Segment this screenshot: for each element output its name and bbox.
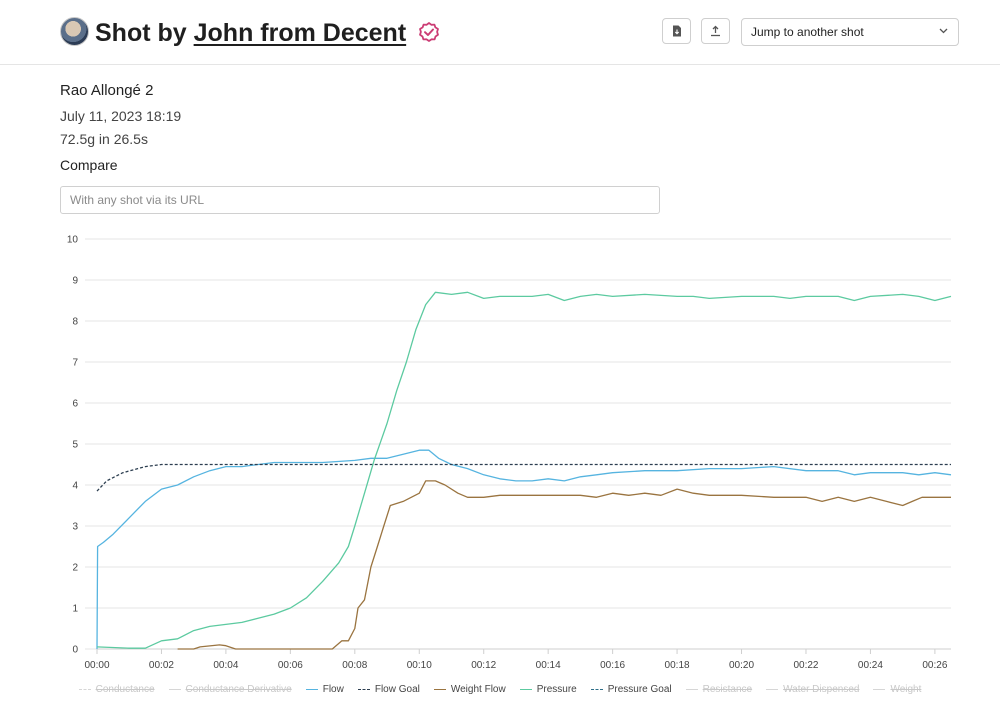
legend-swatch <box>78 689 91 690</box>
jump-to-shot-label: Jump to another shot <box>751 25 864 39</box>
x-tick-label: 00:18 <box>665 660 690 671</box>
legend-swatch <box>873 689 886 690</box>
legend-item[interactable]: Conductance Derivative <box>168 684 292 695</box>
x-tick-label: 00:22 <box>793 660 818 671</box>
shot-date: July 11, 2023 18:19 <box>60 108 182 124</box>
x-tick-label: 00:04 <box>213 660 238 671</box>
avatar <box>60 17 89 46</box>
x-tick-label: 00:10 <box>407 660 432 671</box>
shot-summary: 72.5g in 26.5s <box>60 131 148 147</box>
series-line-weight-flow <box>177 480 951 650</box>
x-tick-label: 00:20 <box>729 660 754 671</box>
chart-legend: Conductance Conductance Derivative Flow Flo… <box>0 684 1000 695</box>
legend-item[interactable]: Pressure Goal <box>590 684 672 695</box>
page-title: Shot by John from Decent <box>95 17 441 53</box>
legend-item[interactable]: Conductance <box>78 684 155 695</box>
legend-item[interactable]: Weight Flow <box>433 684 506 695</box>
y-tick-label: 6 <box>72 399 78 410</box>
y-tick-label: 7 <box>72 358 78 369</box>
legend-swatch <box>357 689 370 690</box>
download-button[interactable] <box>662 18 691 44</box>
x-tick-label: 00:12 <box>471 660 496 671</box>
shot-chart: 0 1 2 3 4 5 6 7 8 9 10 00:00 00:02 00:04 00:06 00:08 00:… <box>67 235 952 671</box>
x-tick-label: 00:14 <box>536 660 561 671</box>
y-tick-label: 0 <box>72 645 78 656</box>
legend-item[interactable]: Pressure <box>519 684 577 695</box>
y-tick-label: 1 <box>72 604 78 615</box>
legend-swatch <box>168 689 181 690</box>
legend-swatch <box>590 689 603 690</box>
y-tick-label: 2 <box>72 563 78 574</box>
legend-item[interactable]: Water Dispensed <box>766 684 859 695</box>
page-header: Shot by John from Decent Jump to another… <box>0 0 1000 65</box>
legend-label: Flow <box>322 684 344 695</box>
x-tick-label: 00:24 <box>858 660 883 671</box>
legend-swatch <box>305 689 318 690</box>
title-prefix: Shot by <box>95 19 187 47</box>
legend-label: Conductance Derivative <box>185 684 292 695</box>
legend-label: Pressure Goal <box>607 684 672 695</box>
compare-label: Compare <box>60 157 118 173</box>
upload-button[interactable] <box>701 18 730 44</box>
y-tick-label: 3 <box>72 522 78 533</box>
legend-item[interactable]: Flow Goal <box>357 684 420 695</box>
x-tick-label: 00:02 <box>149 660 174 671</box>
x-tick-label: 00:08 <box>342 660 367 671</box>
legend-label: Flow Goal <box>374 684 420 695</box>
series-line-flow-goal <box>96 463 951 492</box>
legend-item[interactable]: Flow <box>305 684 344 695</box>
y-tick-label: 4 <box>72 481 78 492</box>
x-tick-label: 00:16 <box>600 660 625 671</box>
legend-label: Conductance <box>95 684 155 695</box>
compare-url-input[interactable] <box>60 186 660 214</box>
legend-swatch <box>766 689 779 690</box>
file-download-icon <box>672 25 681 37</box>
shot-name: Rao Allongé 2 <box>60 82 154 99</box>
legend-swatch <box>685 689 698 690</box>
legend-label: Resistance <box>702 684 753 695</box>
x-tick-label: 00:26 <box>922 660 947 671</box>
x-tick-label: 00:00 <box>84 660 109 671</box>
legend-item[interactable]: Weight <box>873 684 921 695</box>
y-tick-label: 10 <box>67 235 79 246</box>
legend-swatch <box>519 689 532 690</box>
author-link[interactable]: John from Decent <box>193 19 407 47</box>
y-tick-label: 8 <box>72 317 78 328</box>
y-tick-label: 5 <box>72 440 78 451</box>
series-line-flow <box>96 449 952 650</box>
legend-label: Weight Flow <box>450 684 506 695</box>
legend-swatch <box>433 689 446 690</box>
legend-label: Weight <box>890 684 922 695</box>
upload-icon <box>711 25 720 37</box>
x-tick-label: 00:06 <box>278 660 303 671</box>
legend-label: Water Dispensed <box>783 684 860 695</box>
legend-item[interactable]: Resistance <box>685 684 753 695</box>
series-line-pressure <box>96 291 952 649</box>
legend-label: Pressure <box>536 684 577 695</box>
jump-to-shot-select[interactable]: Jump to another shot <box>741 18 959 46</box>
verified-badge-icon <box>417 21 441 53</box>
chevron-down-icon <box>939 28 948 34</box>
y-tick-label: 9 <box>72 276 78 287</box>
